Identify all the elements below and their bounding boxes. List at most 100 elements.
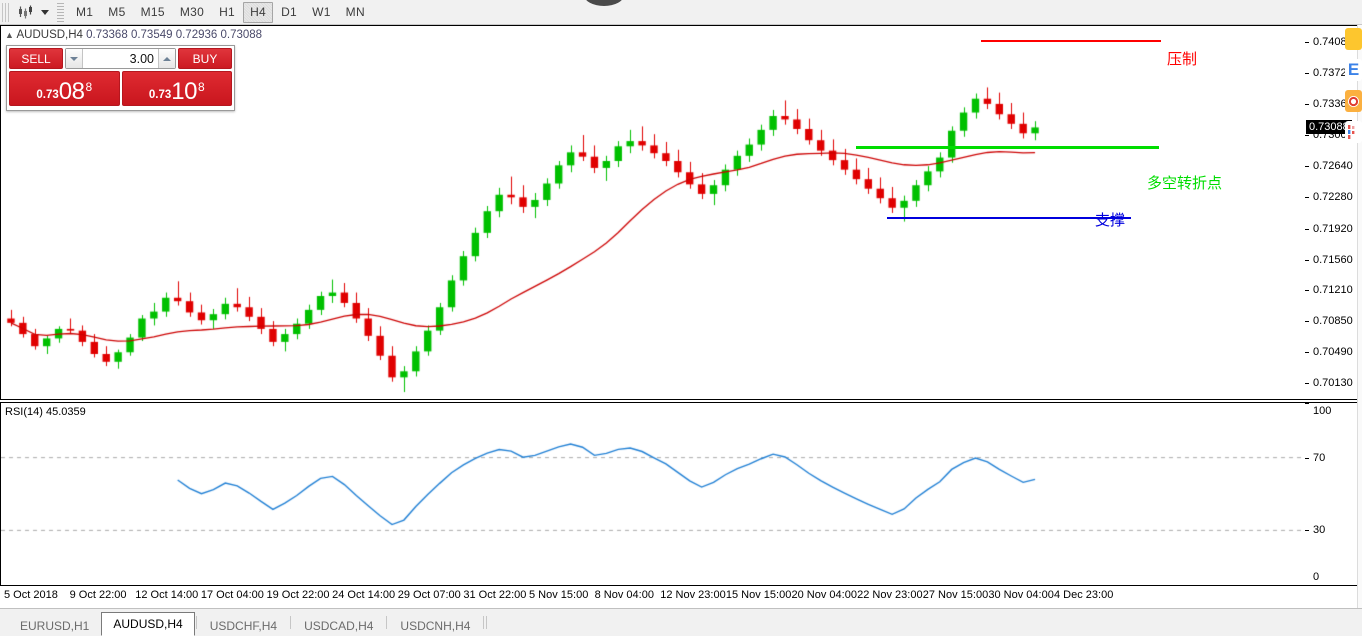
time-axis-label: 9 Oct 22:00 xyxy=(69,589,127,601)
support-line[interactable] xyxy=(887,217,1131,219)
right-scroll-strip[interactable] xyxy=(1357,25,1362,608)
price-tick xyxy=(1305,72,1309,74)
price-tick xyxy=(1305,103,1309,105)
time-axis-label: 19 Oct 22:00 xyxy=(266,589,330,601)
tab-divider xyxy=(486,616,488,629)
timeframe-group: M1 M5 M15 M30 H1 H4 D1 W1 MN xyxy=(69,1,373,23)
desktop-icon-strip: E xyxy=(1344,28,1362,228)
ohlc-open: 0.73368 xyxy=(86,29,128,41)
toolbar-separator[interactable] xyxy=(57,2,64,22)
toolbar-grip[interactable] xyxy=(2,2,9,22)
rsi-axis-label: 100 xyxy=(1313,405,1332,417)
time-axis-label: 31 Oct 22:00 xyxy=(463,589,527,601)
bid-price-main: 08 xyxy=(58,77,85,105)
price-tick xyxy=(1305,228,1309,230)
time-axis-label: 20 Nov 04:00 xyxy=(791,589,857,601)
price-tick xyxy=(1305,166,1309,168)
chart-tab-eurusd-h1[interactable]: EURUSD,H1 xyxy=(20,618,90,633)
collapse-triangle-icon[interactable]: ▲ xyxy=(5,30,14,40)
tab-divider xyxy=(195,616,197,629)
time-axis-label: 17 Oct 04:00 xyxy=(200,589,264,601)
timeframe-m1[interactable]: M1 xyxy=(76,5,94,19)
price-tick xyxy=(1305,383,1309,385)
blue-e-icon[interactable]: E xyxy=(1345,59,1362,81)
price-tick xyxy=(1305,352,1309,354)
timeframe-d1[interactable]: D1 xyxy=(281,5,298,19)
time-axis-label: 5 Oct 2018 xyxy=(4,589,58,601)
buy-button[interactable]: BUY xyxy=(178,48,232,69)
time-axis-label: 27 Nov 15:00 xyxy=(922,589,989,601)
window-notch xyxy=(584,0,624,6)
rsi-tick xyxy=(1305,530,1309,532)
yellow-app-icon[interactable] xyxy=(1345,28,1362,50)
chart-tab-audusd-h4[interactable]: AUDUSD,H4 xyxy=(101,612,195,636)
time-axis: 5 Oct 2018 9 Oct 22:00 12 Oct 14:00 17 Oct … xyxy=(0,587,1305,605)
volume-decrement-icon[interactable] xyxy=(66,49,83,68)
turning-point-line[interactable] xyxy=(856,146,1159,149)
price-axis-label: 0.70490 xyxy=(1313,346,1353,359)
price-tick xyxy=(1305,289,1309,291)
symbol-label: AUDUSD,H4 xyxy=(16,29,83,41)
ohlc-low: 0.72936 xyxy=(175,29,218,41)
bid-price-fraction: 8 xyxy=(85,80,93,94)
price-axis-label: 0.71920 xyxy=(1313,222,1353,235)
price-tick xyxy=(1305,259,1309,261)
price-axis-label: 0.70130 xyxy=(1313,377,1353,390)
price-axis-label: 0.72640 xyxy=(1313,160,1353,173)
time-axis-label: 4 Dec 23:00 xyxy=(1054,589,1114,601)
ohlc-high: 0.73549 xyxy=(130,29,173,41)
chart-tab-usdcnh-h4[interactable]: USDCNH,H4 xyxy=(400,618,471,633)
trade-panel-controls-row: SELL 3.00 BUY xyxy=(7,46,234,71)
rsi-axis-label: 0 xyxy=(1313,571,1320,583)
price-tick xyxy=(1305,135,1309,137)
bid-price-button[interactable]: 0.73 08 8 xyxy=(9,71,120,106)
tab-divider xyxy=(290,616,292,629)
time-axis-label: 12 Nov 23:00 xyxy=(660,589,726,601)
ohlc-close: 0.73088 xyxy=(220,29,263,41)
volume-input[interactable]: 3.00 xyxy=(129,51,154,66)
rsi-label: RSI(14) 45.0359 xyxy=(5,406,86,418)
time-axis-label: 30 Nov 04:00 xyxy=(988,589,1054,601)
price-axis-label: 0.70850 xyxy=(1313,315,1353,328)
price-tick xyxy=(1305,321,1309,323)
price-axis-label: 0.71210 xyxy=(1313,283,1353,296)
timeframe-h4[interactable]: H4 xyxy=(243,1,274,23)
candlestick-icon[interactable] xyxy=(12,2,38,23)
messenger-icon[interactable] xyxy=(1345,121,1362,143)
timeframe-m15[interactable]: M15 xyxy=(140,5,165,19)
chart-tab-usdcad-h4[interactable]: USDCAD,H4 xyxy=(304,618,374,633)
price-tick xyxy=(1305,197,1309,199)
timeframe-mn[interactable]: MN xyxy=(345,5,365,19)
price-axis[interactable]: 0.74080 0.73720 0.73360 0.73000 0.72640 0.722… xyxy=(1305,25,1357,400)
timeframe-m5[interactable]: M5 xyxy=(108,5,126,19)
ask-price-fraction: 8 xyxy=(197,80,205,94)
rsi-canvas[interactable] xyxy=(1,403,1304,585)
rsi-axis-label: 70 xyxy=(1313,451,1326,464)
time-axis-label: 24 Oct 14:00 xyxy=(332,589,396,601)
volume-stepper[interactable]: 3.00 xyxy=(65,48,176,69)
volume-increment-icon[interactable] xyxy=(158,49,175,68)
chart-tab-usdchf-h4[interactable]: USDCHF,H4 xyxy=(209,618,278,633)
time-axis-label: 8 Nov 04:00 xyxy=(594,589,654,601)
symbol-ohlc-header: ▲ AUDUSD,H4 0.73368 0.73549 0.72936 0.73… xyxy=(5,29,262,41)
one-click-trading-panel: SELL 3.00 BUY 0.73 08 8 0.73 10 8 xyxy=(6,45,235,111)
current-price-label: 0.73088 xyxy=(1306,120,1352,135)
tab-divider xyxy=(386,616,388,629)
timeframe-m30[interactable]: M30 xyxy=(179,5,205,19)
time-axis-label: 5 Nov 15:00 xyxy=(529,589,589,601)
ask-price-button[interactable]: 0.73 10 8 xyxy=(121,71,232,106)
timeframe-h1[interactable]: H1 xyxy=(219,5,236,19)
bid-price-prefix: 0.73 xyxy=(36,88,59,101)
time-axis-label: 12 Oct 14:00 xyxy=(135,589,199,601)
timeframe-w1[interactable]: W1 xyxy=(312,5,331,19)
sell-button[interactable]: SELL xyxy=(9,48,63,69)
time-axis-label: 22 Nov 23:00 xyxy=(857,589,923,601)
resistance-line[interactable] xyxy=(981,40,1161,42)
price-axis-label: 0.73720 xyxy=(1313,66,1353,79)
price-axis-label: 0.71560 xyxy=(1313,253,1353,266)
rsi-axis[interactable]: 100 70 30 0 xyxy=(1305,402,1357,586)
price-axis-label: 0.74080 xyxy=(1313,35,1353,48)
orange-app-icon[interactable] xyxy=(1345,90,1362,112)
rsi-indicator-pane[interactable]: RSI(14) 45.0359 xyxy=(0,402,1305,586)
chart-type-dropdown-icon[interactable] xyxy=(38,2,51,23)
